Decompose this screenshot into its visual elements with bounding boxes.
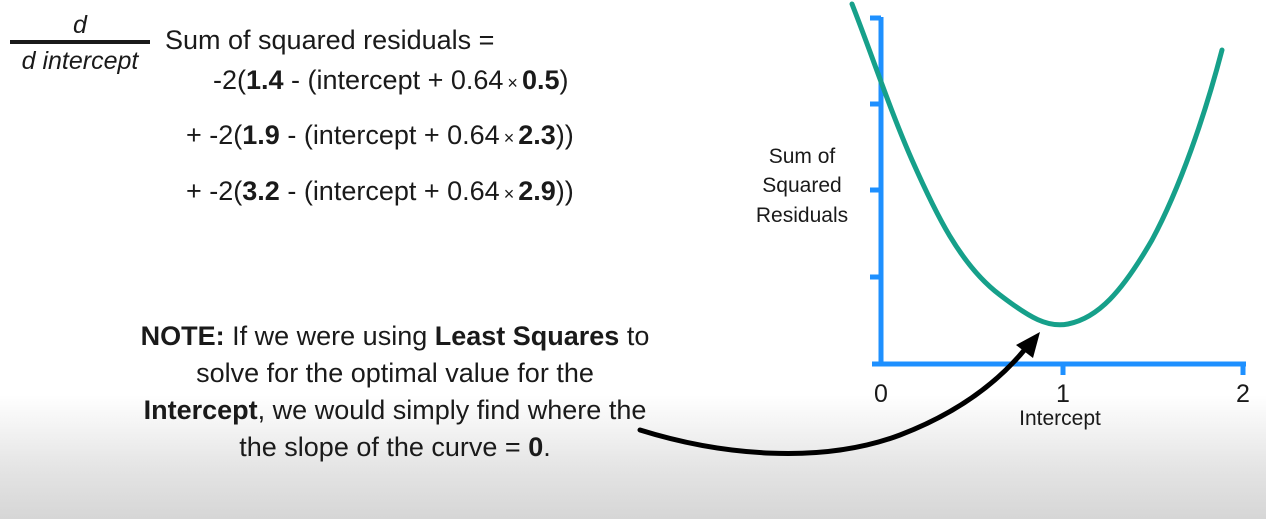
note-part: If we were using [224,321,435,351]
ssr-curve [849,1,1225,328]
y-label-line-3: Residuals [756,204,848,227]
term-suffix: )) [555,120,574,150]
term-middle: - (intercept + 0.64 [279,176,500,206]
fraction-bar [10,40,150,44]
x-tick-label-2: 2 [1236,380,1250,408]
equation-term-2: + -2(1.9 - (intercept + 0.64 × 2.3)) [186,120,574,151]
equation-term-1: -2(1.4 - (intercept + 0.64 × 0.5) [213,65,568,96]
term-prefix: -2( [213,65,246,95]
pointer-arrow [637,345,1029,456]
note-part: , we would simply find where the the slo… [239,395,647,462]
term-suffix: )) [555,176,574,206]
equation-term-3: + -2(3.2 - (intercept + 0.64 × 2.9)) [186,176,574,207]
term-suffix: ) [559,65,569,95]
weight-value: 0.5 [521,65,560,95]
term-middle: - (intercept + 0.64 [279,120,500,150]
derivative-fraction: d d intercept [2,12,158,74]
note-text: NOTE: If we were using Least Squares to … [140,318,650,466]
times-sign: × [503,184,515,204]
observed-value: 3.2 [242,176,280,206]
note-part: . [543,432,551,462]
observed-value: 1.4 [246,65,284,95]
note-part: to solve for the optimal value for the [196,321,650,388]
x-axis-label: Intercept [1019,407,1101,430]
times-sign: × [507,73,518,93]
derivative-denominator: d intercept [21,47,139,75]
y-label-line-1: Sum of [769,145,836,168]
note-emphasis: Intercept [143,395,258,425]
note-emphasis: Least Squares [434,321,620,351]
equation-head: Sum of squared residuals = [165,25,495,55]
weight-value: 2.3 [518,120,556,150]
x-tick-label-0: 0 [874,380,888,408]
observed-value: 1.9 [242,120,280,150]
weight-value: 2.9 [518,176,556,206]
term-middle: - (intercept + 0.64 [283,65,504,95]
derivative-numerator: d [73,11,87,39]
x-tick-label-1: 1 [1056,380,1070,408]
term-prefix: + -2( [186,120,243,150]
y-label-line-2: Squared [762,174,841,197]
term-prefix: + -2( [186,176,243,206]
note-lead: NOTE: [140,321,225,351]
times-sign: × [503,128,515,148]
note-emphasis: 0 [528,432,544,462]
arrowhead [1016,332,1040,358]
